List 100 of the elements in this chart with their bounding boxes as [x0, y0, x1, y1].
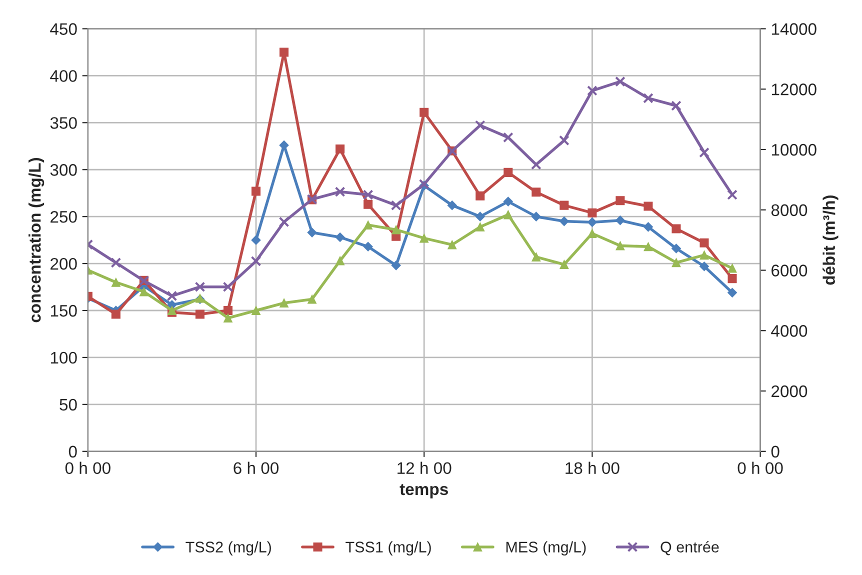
point	[614, 76, 626, 87]
y-tick-label: 250	[50, 210, 77, 223]
x-tick-label: 6 h 00	[234, 462, 279, 474]
point	[560, 260, 569, 269]
point	[280, 48, 289, 57]
point	[532, 252, 541, 262]
point	[588, 208, 597, 218]
point	[390, 200, 402, 211]
legend-label: Q entrée	[660, 541, 719, 556]
y-tick-label: 150	[50, 304, 77, 317]
y-tick-label: 300	[50, 164, 77, 176]
y2-tick-label: 6000	[772, 264, 808, 276]
point	[672, 258, 681, 268]
y-tick-label: 100	[50, 352, 77, 364]
legend-label: MES (mg/L)	[506, 541, 586, 556]
point	[420, 234, 429, 243]
y-tick-label: 350	[50, 117, 77, 129]
point	[110, 257, 122, 268]
x-tick-label: 0 h 00	[65, 462, 110, 474]
x-tick-label: 12 h 00	[398, 462, 452, 474]
point	[250, 256, 262, 266]
point	[447, 200, 457, 210]
y2-tick-label: 2000	[772, 385, 808, 398]
point	[616, 196, 625, 206]
y-tick-label: 400	[50, 70, 77, 82]
point	[558, 135, 570, 146]
point	[474, 120, 486, 131]
point	[476, 222, 485, 232]
point	[643, 92, 654, 104]
point	[728, 264, 737, 273]
point	[699, 147, 710, 158]
point	[308, 294, 317, 304]
point	[111, 310, 120, 319]
y2-tick-label: 10000	[772, 144, 816, 156]
legend-label: TSS1 (mg/L)	[346, 541, 431, 556]
point	[586, 85, 598, 96]
point	[700, 238, 709, 248]
point	[532, 188, 541, 197]
point	[560, 200, 569, 210]
point	[502, 132, 514, 143]
point	[392, 225, 401, 234]
point	[587, 217, 597, 227]
y2-axis-title: débit (m³/h)	[822, 196, 838, 285]
point	[728, 274, 737, 284]
point	[616, 241, 625, 250]
point	[336, 256, 345, 266]
point	[278, 216, 290, 228]
point	[475, 212, 485, 222]
point	[251, 235, 261, 245]
point	[588, 228, 597, 238]
point	[364, 200, 373, 209]
point	[364, 220, 373, 230]
y-tick-label: 450	[50, 23, 77, 35]
point	[251, 306, 261, 316]
point	[223, 306, 233, 316]
point	[700, 250, 709, 260]
point	[222, 282, 234, 292]
point	[139, 287, 148, 296]
point	[476, 191, 485, 200]
point	[280, 298, 289, 308]
point	[671, 100, 682, 111]
x-axis-title: temps	[400, 484, 448, 498]
point	[420, 108, 429, 117]
point	[728, 288, 738, 298]
point	[223, 313, 233, 323]
legend-label: TSS2 (mg/L)	[186, 541, 271, 556]
y-tick-label: 50	[60, 398, 77, 411]
point	[362, 190, 374, 200]
point	[644, 202, 653, 211]
point	[530, 159, 542, 170]
point	[503, 196, 513, 206]
point	[672, 224, 681, 234]
point	[504, 168, 513, 177]
point	[391, 260, 401, 270]
point	[111, 278, 120, 287]
point	[615, 216, 625, 226]
point	[727, 190, 738, 200]
y2-tick-label: 0	[771, 446, 780, 458]
y-tick-label: 0	[68, 446, 77, 458]
point	[195, 310, 204, 319]
y2-tick-label: 4000	[771, 325, 808, 337]
point	[643, 222, 653, 232]
point	[194, 282, 206, 292]
point	[334, 186, 346, 197]
point	[448, 240, 457, 250]
y2-tick-label: 8000	[771, 204, 808, 216]
y-axis-title: concentration (mg/L)	[28, 158, 44, 322]
point	[671, 244, 682, 254]
x-tick-label: 0 h 00	[738, 462, 783, 474]
point	[644, 242, 653, 252]
point	[699, 262, 710, 272]
point	[363, 242, 373, 252]
point	[504, 210, 513, 220]
point	[559, 216, 569, 226]
point	[335, 232, 345, 242]
point	[251, 186, 261, 196]
y2-tick-label: 14000	[772, 23, 816, 35]
x-tick-label: 18 h 00	[566, 462, 620, 474]
point	[166, 290, 178, 302]
point	[531, 212, 541, 222]
